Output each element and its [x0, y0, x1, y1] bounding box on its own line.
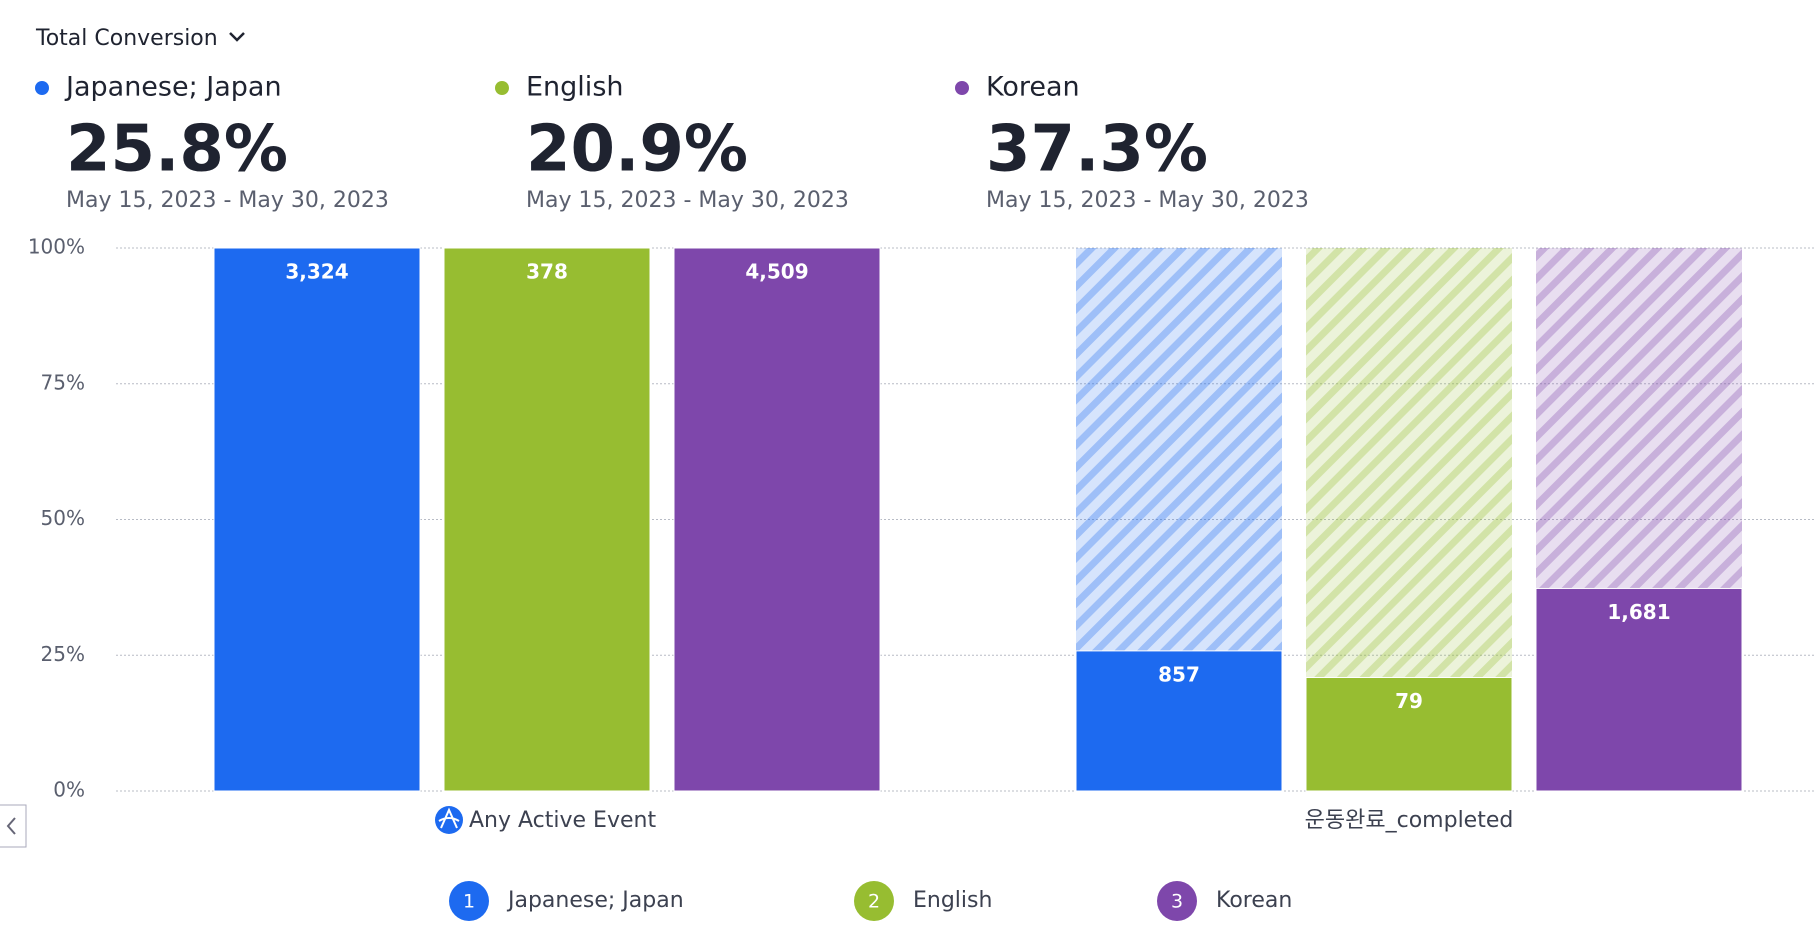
legend-badge — [854, 881, 894, 921]
series-name: Japanese; Japan — [64, 72, 282, 103]
value-label: 1,681 — [1607, 600, 1670, 624]
legend-dot — [35, 81, 49, 95]
series-name: English — [526, 72, 624, 103]
collapse-icon[interactable] — [6, 817, 16, 835]
legend-dot — [955, 81, 969, 95]
bar — [443, 247, 651, 792]
bar — [1305, 677, 1513, 792]
y-tick-label: 75% — [41, 370, 85, 394]
collapse-box[interactable] — [0, 804, 27, 848]
bar — [673, 247, 881, 792]
value-label: 857 — [1158, 662, 1200, 686]
bar — [213, 247, 421, 792]
series-name: Korean — [986, 72, 1080, 103]
event-icon-glyph — [438, 807, 460, 829]
value-label: 4,509 — [745, 260, 808, 284]
metric-selector[interactable]: Total Conversion — [35, 26, 218, 51]
y-tick-label: 50% — [41, 506, 85, 530]
value-label: 79 — [1395, 689, 1423, 713]
value-label: 3,324 — [285, 260, 348, 284]
legend-badge-number: 3 — [1171, 891, 1183, 913]
conversion-rate: 20.9% — [526, 113, 748, 187]
x-tick-label: Any Active Event — [469, 808, 656, 833]
conversion-rate: 37.3% — [986, 113, 1208, 187]
drop-off — [1536, 248, 1742, 589]
dropdown-chevron[interactable] — [229, 32, 245, 42]
y-tick-label: 25% — [41, 642, 85, 666]
date-range: May 15, 2023 - May 30, 2023 — [526, 188, 849, 213]
collapse-button[interactable] — [0, 804, 27, 848]
legend-dot — [495, 81, 509, 95]
y-tick-label: 0% — [53, 778, 85, 802]
x-tick-label: 운동완료_completed — [1305, 808, 1514, 833]
legend-badge — [449, 881, 489, 921]
legend-label: Japanese; Japan — [506, 888, 684, 913]
bar — [1075, 650, 1283, 792]
date-range: May 15, 2023 - May 30, 2023 — [66, 188, 389, 213]
legend-label: Korean — [1216, 888, 1292, 913]
drop-off — [1076, 248, 1282, 651]
y-tick-label: 100% — [28, 235, 85, 259]
legend-label: English — [913, 888, 992, 913]
value-label: 378 — [526, 260, 568, 284]
legend-badge-number: 1 — [463, 891, 475, 913]
drop-off — [1306, 248, 1512, 678]
legend-badge — [1157, 881, 1197, 921]
conversion-rate: 25.8% — [66, 113, 288, 187]
bar — [1535, 587, 1743, 792]
date-range: May 15, 2023 - May 30, 2023 — [986, 188, 1309, 213]
legend-badge-number: 2 — [868, 891, 880, 913]
